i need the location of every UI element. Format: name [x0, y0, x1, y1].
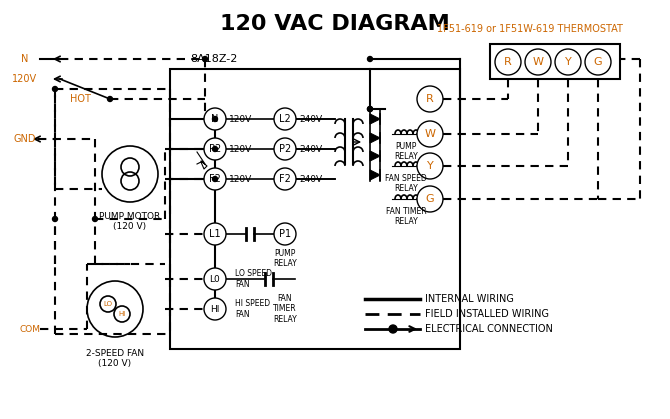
- Circle shape: [417, 153, 443, 179]
- Circle shape: [212, 116, 218, 122]
- Circle shape: [525, 49, 551, 75]
- Text: L2: L2: [279, 114, 291, 124]
- Text: 8A18Z-2: 8A18Z-2: [190, 54, 237, 64]
- Circle shape: [204, 223, 226, 245]
- Text: HOT: HOT: [70, 94, 90, 104]
- Circle shape: [204, 108, 226, 130]
- Circle shape: [417, 86, 443, 112]
- Text: HI: HI: [210, 305, 220, 313]
- Text: FAN SPEED
RELAY: FAN SPEED RELAY: [385, 174, 427, 194]
- Text: 1F51-619 or 1F51W-619 THERMOSTAT: 1F51-619 or 1F51W-619 THERMOSTAT: [437, 24, 623, 34]
- Circle shape: [212, 176, 218, 181]
- Text: Y: Y: [427, 161, 433, 171]
- Circle shape: [389, 325, 397, 333]
- Text: W: W: [425, 129, 436, 139]
- Circle shape: [202, 57, 208, 62]
- Text: GND: GND: [14, 134, 36, 144]
- Text: N: N: [21, 54, 29, 64]
- Circle shape: [204, 138, 226, 160]
- Text: 120V: 120V: [229, 114, 252, 124]
- Text: F2: F2: [279, 174, 291, 184]
- FancyBboxPatch shape: [490, 44, 620, 79]
- Circle shape: [107, 96, 113, 101]
- Circle shape: [212, 147, 218, 152]
- Circle shape: [417, 121, 443, 147]
- Text: LO SPEED
FAN: LO SPEED FAN: [235, 269, 272, 289]
- Text: N: N: [211, 114, 218, 124]
- Circle shape: [368, 57, 373, 62]
- Text: G: G: [425, 194, 434, 204]
- Circle shape: [204, 268, 226, 290]
- Text: FAN
TIMER
RELAY: FAN TIMER RELAY: [273, 294, 297, 324]
- Circle shape: [274, 108, 296, 130]
- Circle shape: [204, 298, 226, 320]
- Polygon shape: [370, 151, 380, 161]
- Circle shape: [555, 49, 581, 75]
- Polygon shape: [370, 114, 380, 124]
- Text: PUMP
RELAY: PUMP RELAY: [394, 142, 418, 161]
- Circle shape: [274, 138, 296, 160]
- Circle shape: [417, 186, 443, 212]
- Circle shape: [495, 49, 521, 75]
- Text: P2: P2: [209, 144, 221, 154]
- Circle shape: [52, 86, 58, 91]
- Text: PUMP MOTOR
(120 V): PUMP MOTOR (120 V): [99, 212, 161, 231]
- Text: LO: LO: [103, 301, 113, 307]
- Text: G: G: [594, 57, 602, 67]
- Text: 120V: 120V: [229, 174, 252, 184]
- Text: FAN TIMER
RELAY: FAN TIMER RELAY: [386, 207, 426, 226]
- Text: L0: L0: [210, 274, 220, 284]
- Text: R: R: [504, 57, 512, 67]
- Text: PUMP
RELAY: PUMP RELAY: [273, 249, 297, 269]
- Text: FIELD INSTALLED WIRING: FIELD INSTALLED WIRING: [425, 309, 549, 319]
- Circle shape: [204, 168, 226, 190]
- Circle shape: [585, 49, 611, 75]
- Text: ELECTRICAL CONNECTION: ELECTRICAL CONNECTION: [425, 324, 553, 334]
- Text: INTERNAL WIRING: INTERNAL WIRING: [425, 294, 514, 304]
- Text: 120 VAC DIAGRAM: 120 VAC DIAGRAM: [220, 14, 450, 34]
- FancyBboxPatch shape: [170, 69, 460, 349]
- Polygon shape: [370, 133, 380, 143]
- Text: Y: Y: [565, 57, 572, 67]
- Text: 2-SPEED FAN
(120 V): 2-SPEED FAN (120 V): [86, 349, 144, 368]
- Text: R: R: [426, 94, 434, 104]
- Polygon shape: [370, 170, 380, 180]
- Text: L1: L1: [209, 229, 221, 239]
- Text: COM: COM: [19, 324, 40, 334]
- Text: 120V: 120V: [13, 74, 38, 84]
- Circle shape: [274, 223, 296, 245]
- Circle shape: [92, 217, 98, 222]
- Text: 240V: 240V: [299, 145, 322, 153]
- Text: P2: P2: [279, 144, 291, 154]
- Text: 240V: 240V: [299, 174, 322, 184]
- Circle shape: [368, 106, 373, 111]
- Text: HI SPEED
FAN: HI SPEED FAN: [235, 299, 270, 319]
- Circle shape: [52, 217, 58, 222]
- Text: F2: F2: [209, 174, 221, 184]
- Text: 240V: 240V: [299, 114, 322, 124]
- Text: 120V: 120V: [229, 145, 252, 153]
- Text: W: W: [533, 57, 543, 67]
- Text: P1: P1: [279, 229, 291, 239]
- Circle shape: [274, 168, 296, 190]
- Circle shape: [368, 106, 373, 111]
- Text: HI: HI: [119, 311, 126, 317]
